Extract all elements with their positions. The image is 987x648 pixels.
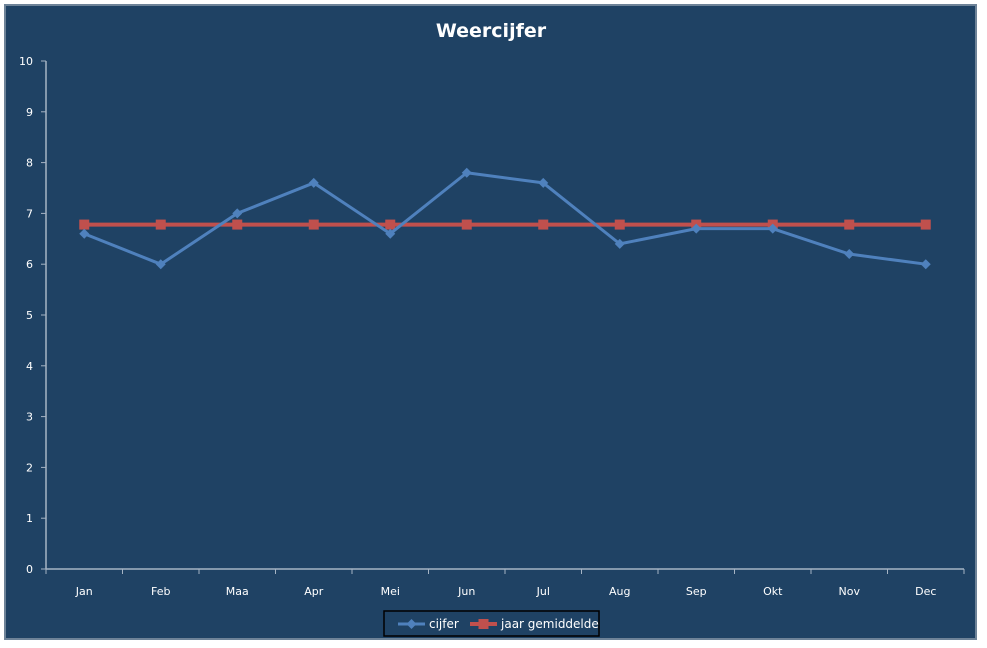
x-tick-label: Aug [609,585,630,598]
x-tick-label: Mei [381,585,400,598]
data-point-cijfer [308,177,319,188]
data-point-cijfer [232,208,243,219]
chart-title: Weercijfer [436,20,547,42]
x-tick-label: Maa [226,585,249,598]
data-point-jaar-gemiddelde [232,219,243,230]
data-point-jaar-gemiddelde [614,219,625,230]
data-point-cijfer [920,259,931,270]
x-tick-label: Apr [304,585,324,598]
y-tick-label: 10 [19,55,33,68]
data-point-jaar-gemiddelde [538,219,549,230]
x-tick-label: Jul [536,585,550,598]
series-line-cijfer [83,171,926,266]
series-layer [79,167,931,270]
data-point-cijfer [385,228,396,239]
legend-box [383,610,600,637]
data-point-cijfer [155,259,166,270]
data-point-jaar-gemiddelde [308,219,319,230]
x-tick-label: Okt [763,585,783,598]
legend-marker [406,619,417,629]
y-tick-label: 7 [26,207,33,220]
y-tick-label: 3 [26,411,33,424]
data-point-cijfer [844,249,855,260]
y-tick-label: 9 [26,106,33,119]
y-tick-label: 6 [26,258,33,271]
legend: cijfer jaar gemiddelde [383,610,600,637]
x-tick-label: Jun [457,585,475,598]
x-tick-label: Nov [839,585,861,598]
data-point-cijfer [461,167,472,178]
y-tick-label: 8 [26,157,33,170]
data-point-jaar-gemiddelde [920,219,931,230]
data-point-cijfer [538,177,549,188]
data-point-jaar-gemiddelde [155,219,166,230]
x-tick-label: Dec [915,585,936,598]
y-tick-label: 2 [26,461,33,474]
chart-area [4,4,977,640]
data-point-cijfer [79,228,90,239]
legend-label: jaar gemiddelde [500,617,599,631]
legend-marker [478,619,489,629]
x-tick-label: Feb [151,585,170,598]
y-tick-label: 4 [26,360,33,373]
data-point-cijfer [614,238,625,249]
y-tick-label: 5 [26,309,33,322]
y-tick-label: 1 [26,512,33,525]
x-tick-label: Sep [686,585,707,598]
data-point-cijfer [691,223,702,234]
data-point-jaar-gemiddelde [844,219,855,230]
x-tick-label: Jan [75,585,93,598]
data-point-jaar-gemiddelde [385,219,396,230]
y-tick-label: 0 [26,563,33,576]
legend-label: cijfer [429,617,459,631]
data-point-jaar-gemiddelde [79,219,90,230]
data-point-jaar-gemiddelde [461,219,472,230]
data-point-cijfer [767,223,778,234]
axes: 0 1 2 3 4 5 6 7 8 9 10 Jan Feb Maa Apr Mei Jun Jul Aug Sep O… [19,55,965,598]
